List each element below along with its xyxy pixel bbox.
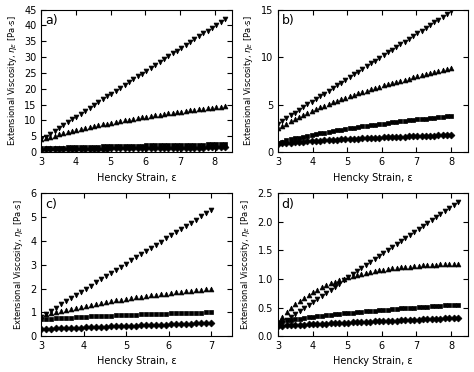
X-axis label: Hencky Strain, ε: Hencky Strain, ε (333, 356, 413, 366)
Text: c): c) (46, 198, 57, 211)
Y-axis label: Extensional Viscosity, $\eta_E$ [Pa$\cdot$s]: Extensional Viscosity, $\eta_E$ [Pa$\cdo… (242, 16, 255, 146)
Y-axis label: Extensional Viscosity, $\eta_E$ [Pa$\cdot$s]: Extensional Viscosity, $\eta_E$ [Pa$\cdo… (239, 199, 252, 330)
Text: b): b) (282, 14, 294, 27)
Text: a): a) (46, 14, 58, 27)
Y-axis label: Extensional Viscosity, $\eta_E$ [Pa$\cdot$s]: Extensional Viscosity, $\eta_E$ [Pa$\cdo… (12, 199, 25, 330)
Text: d): d) (282, 198, 294, 211)
X-axis label: Hencky Strain, ε: Hencky Strain, ε (333, 173, 413, 183)
X-axis label: Hencky Strain, ε: Hencky Strain, ε (97, 356, 177, 366)
X-axis label: Hencky Strain, ε: Hencky Strain, ε (97, 173, 177, 183)
Y-axis label: Extensional Viscosity, $\eta_E$ [Pa$\cdot$s]: Extensional Viscosity, $\eta_E$ [Pa$\cdo… (6, 16, 18, 146)
